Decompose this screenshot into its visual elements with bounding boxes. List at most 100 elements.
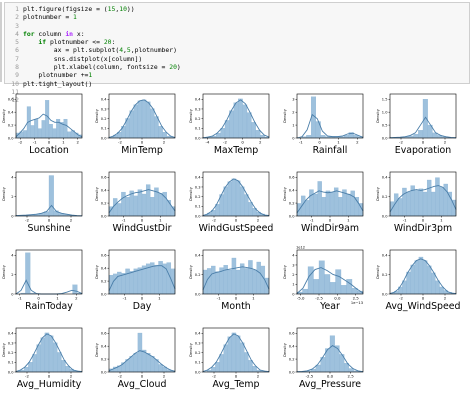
y-axis-label: Density bbox=[95, 264, 99, 279]
hist-bar bbox=[244, 268, 248, 294]
hist-bar bbox=[134, 269, 138, 294]
y-tick-label: 0.2 bbox=[289, 201, 295, 205]
y-tick-label: 0.2 bbox=[101, 357, 107, 361]
y-tick-label: 0.4 bbox=[195, 254, 201, 258]
x-tick-label: -1 bbox=[33, 140, 37, 145]
code-token: 1 bbox=[88, 71, 92, 79]
x-tick-label: -2 bbox=[212, 218, 216, 223]
code-token: 1 bbox=[73, 13, 77, 21]
hist-bar bbox=[319, 261, 325, 294]
x-tick-label: 2 bbox=[257, 374, 260, 379]
hist-bar bbox=[344, 135, 349, 138]
cell-prompt-bar bbox=[0, 2, 2, 82]
y-tick-label: 0.4 bbox=[382, 176, 388, 180]
y-axis-label: Density bbox=[95, 108, 99, 123]
code-token: plotnumber <= bbox=[46, 38, 104, 46]
y-tick-label: 0.4 bbox=[289, 188, 295, 192]
x-tick-label: 2 bbox=[257, 218, 260, 223]
y-offset-label: 1e12 bbox=[296, 246, 305, 250]
x-tick-label: 0 bbox=[318, 140, 321, 145]
y-tick-label: 0.3 bbox=[195, 107, 201, 111]
hist-bar bbox=[154, 265, 158, 294]
y-tick-label: 0.4 bbox=[195, 98, 201, 102]
code-token: ) bbox=[177, 63, 181, 71]
y-tick-label: 4 bbox=[292, 254, 295, 258]
hist-bar bbox=[351, 191, 355, 216]
code-line: if plotnumber <= 20: bbox=[23, 38, 181, 46]
hist-bar bbox=[303, 289, 309, 294]
x-tick-label: 0 bbox=[422, 218, 425, 223]
hist-bar bbox=[37, 345, 41, 372]
hist-bar bbox=[45, 333, 49, 372]
y-axis-label: Density bbox=[2, 264, 6, 279]
axes-frame bbox=[297, 94, 363, 138]
hist-bar bbox=[142, 350, 146, 372]
hist-bar bbox=[236, 181, 240, 216]
y-tick-label: 0.5 bbox=[382, 123, 388, 127]
hist-bar bbox=[24, 367, 28, 372]
y-tick-label: 0.6 bbox=[289, 176, 295, 180]
y-tick-label: 0.0 bbox=[101, 136, 107, 140]
x-tick-label: 2 bbox=[356, 140, 359, 145]
hist-bar bbox=[146, 102, 150, 138]
hist-bar bbox=[440, 187, 444, 216]
x-axis-label: MaxTemp bbox=[214, 145, 258, 156]
hist-bar bbox=[216, 133, 220, 138]
hist-bar bbox=[134, 196, 138, 216]
code-token: sns.distplot(x[column]) bbox=[23, 55, 142, 63]
y-tick-label: 0.6 bbox=[8, 98, 14, 102]
x-tick-label: -1 bbox=[122, 218, 126, 223]
figure-output: 0.0 0.2 0.4 0.6 -2 -1 0 1 2 Density Location 0.0 0.1… bbox=[0, 88, 474, 403]
x-tick-label: 0 bbox=[141, 374, 144, 379]
y-tick-label: 2 bbox=[292, 110, 294, 114]
y-tick-label: 0.2 bbox=[8, 123, 14, 127]
x-tick-label: 2 bbox=[444, 296, 447, 301]
hist-bar bbox=[121, 192, 125, 216]
y-tick-label: 4 bbox=[11, 254, 14, 258]
x-tick-label: 1 bbox=[347, 218, 350, 223]
hist-bar bbox=[251, 122, 255, 138]
x-tick-label: -2 bbox=[118, 374, 122, 379]
x-axis-label: Avg_Pressure bbox=[299, 379, 361, 390]
hist-bar bbox=[330, 192, 334, 216]
x-axis-label: Location bbox=[29, 145, 69, 156]
code-token: )) bbox=[127, 5, 135, 13]
y-tick-label: 2 bbox=[11, 273, 13, 277]
y-tick-label: 0 bbox=[11, 292, 14, 296]
code-token: plt.figure(figsize = ( bbox=[23, 5, 108, 13]
x-tick-label: -4 bbox=[205, 140, 209, 145]
code-token: ,plotnumber) bbox=[131, 46, 177, 54]
hist-bar bbox=[248, 360, 252, 372]
hist-bar bbox=[407, 272, 411, 294]
y-tick-label: 0.2 bbox=[195, 117, 201, 121]
y-tick-label: 0.1 bbox=[195, 127, 201, 131]
y-tick-label: 0.2 bbox=[195, 195, 201, 199]
y-tick-label: 0.0 bbox=[382, 136, 388, 140]
code-token: for bbox=[23, 30, 35, 38]
hist-bar bbox=[435, 281, 439, 294]
x-tick-label: -2 bbox=[223, 140, 227, 145]
hist-bar bbox=[220, 354, 224, 372]
hist-bar bbox=[49, 124, 53, 138]
hist-bar bbox=[238, 99, 242, 138]
y-tick-label: 0.4 bbox=[8, 110, 14, 114]
y-tick-label: 2 bbox=[292, 273, 294, 277]
hist-bar bbox=[326, 191, 330, 216]
hist-bar bbox=[253, 366, 257, 372]
hist-bar bbox=[228, 270, 232, 294]
hist-bar bbox=[28, 362, 32, 372]
hist-bar bbox=[236, 336, 240, 372]
hist-bar bbox=[415, 261, 419, 294]
y-tick-label: 3 bbox=[292, 98, 294, 102]
hist-bar bbox=[407, 192, 411, 216]
x-axis-label: Evaporation bbox=[395, 145, 452, 156]
hist-bar bbox=[308, 267, 314, 294]
hist-bar bbox=[309, 190, 313, 216]
x-tick-label: 2 bbox=[259, 140, 262, 145]
